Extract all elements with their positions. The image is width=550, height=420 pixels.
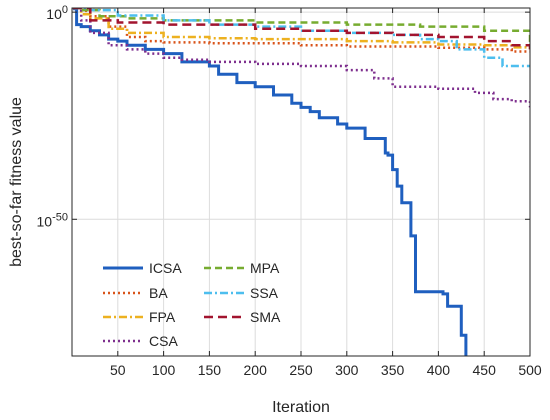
legend-label-ssa: SSA bbox=[250, 285, 279, 301]
x-tick-label: 400 bbox=[427, 362, 451, 378]
y-tick-label: 100 bbox=[46, 4, 68, 22]
series-line-sma bbox=[72, 8, 530, 50]
series-lines bbox=[72, 8, 530, 356]
x-tick-label: 350 bbox=[381, 362, 405, 378]
x-tick-label: 300 bbox=[335, 362, 359, 378]
y-axis-title: best-so-far fitness value bbox=[8, 97, 25, 267]
series-line-csa bbox=[72, 8, 530, 108]
x-tick-label: 450 bbox=[473, 362, 497, 378]
legend-label-ba: BA bbox=[149, 285, 168, 301]
x-tick-label: 50 bbox=[110, 362, 126, 378]
series-line-ssa bbox=[72, 8, 530, 68]
x-axis-title: Iteration bbox=[272, 399, 330, 416]
x-tick-label: 100 bbox=[152, 362, 176, 378]
legend-label-mpa: MPA bbox=[250, 260, 280, 276]
x-tick-label: 250 bbox=[289, 362, 313, 378]
legend: ICSA BA FPA CSA MPA SSA SMA bbox=[103, 260, 281, 349]
legend-label-sma: SMA bbox=[250, 309, 281, 325]
x-tick-label: 500 bbox=[518, 362, 542, 378]
series-line-icsa bbox=[72, 8, 468, 356]
legend-label-csa: CSA bbox=[149, 333, 178, 349]
x-tick-label: 150 bbox=[198, 362, 222, 378]
x-tick-label: 200 bbox=[244, 362, 268, 378]
series-line-fpa bbox=[72, 8, 530, 50]
y-tick-label: 10-50 bbox=[37, 211, 68, 229]
axis-ticks: 50 100 150 200 250 300 350 400 450 500 100 10-50 bbox=[37, 4, 542, 378]
legend-label-icsa: ICSA bbox=[149, 260, 182, 276]
legend-label-fpa: FPA bbox=[149, 309, 176, 325]
